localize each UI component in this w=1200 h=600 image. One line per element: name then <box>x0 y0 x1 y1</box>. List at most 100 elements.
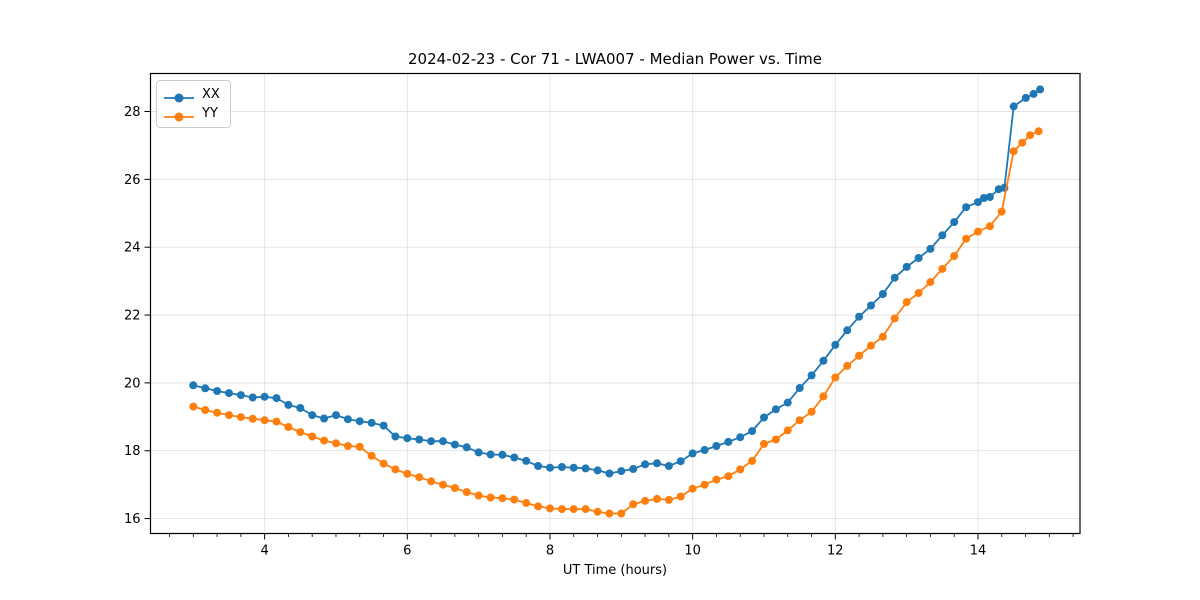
data-point-XX <box>403 434 412 443</box>
data-point-YY <box>332 439 340 448</box>
data-point-XX <box>1021 93 1030 102</box>
data-point-YY <box>843 361 852 370</box>
data-point-XX <box>593 466 602 475</box>
data-point-XX <box>236 391 245 400</box>
data-point-YY <box>712 475 721 484</box>
data-point-XX <box>439 437 447 446</box>
data-point-YY <box>236 413 245 422</box>
data-point-XX <box>1009 102 1018 111</box>
data-point-XX <box>760 413 768 422</box>
data-point-XX <box>700 446 709 454</box>
data-point-XX <box>450 440 459 449</box>
data-point-YY <box>926 278 935 287</box>
data-point-XX <box>843 326 852 335</box>
data-point-XX <box>296 404 305 412</box>
data-point-XX <box>510 453 519 462</box>
data-point-YY <box>641 496 650 505</box>
x-tick-label: 10 <box>684 544 701 559</box>
series-YY-line <box>193 130 1039 515</box>
legend-line-marker-icon <box>164 108 194 121</box>
data-point-XX <box>367 418 376 427</box>
data-point-XX <box>462 443 471 452</box>
data-point-YY <box>593 507 602 516</box>
data-point-YY <box>962 234 971 243</box>
data-point-XX <box>641 460 650 469</box>
data-point-XX <box>534 462 543 470</box>
data-point-XX <box>890 273 899 282</box>
data-point-XX <box>688 449 697 458</box>
data-point-YY <box>878 332 887 341</box>
data-point-YY <box>355 442 364 451</box>
data-point-XX <box>771 405 780 414</box>
data-point-XX <box>272 394 281 403</box>
data-point-XX <box>974 198 982 207</box>
data-point-YY <box>486 493 495 502</box>
data-point-YY <box>272 417 281 426</box>
data-point-XX <box>819 356 828 365</box>
series-XX-markers <box>189 85 1045 478</box>
data-point-YY <box>700 480 709 489</box>
legend-entry-YY: YY <box>164 104 220 123</box>
data-point-XX <box>629 465 638 473</box>
data-point-YY <box>427 477 436 486</box>
data-point-XX <box>581 464 590 473</box>
data-point-YY <box>1034 127 1043 136</box>
x-tick-label: 12 <box>827 544 844 559</box>
data-point-XX <box>783 398 792 407</box>
y-tick-label: 28 <box>124 105 141 120</box>
data-point-XX <box>391 432 400 441</box>
legend-label: XX <box>202 87 220 102</box>
data-point-YY <box>534 502 543 511</box>
data-point-XX <box>712 442 721 450</box>
data-point-YY <box>831 373 840 382</box>
legend-label: YY <box>202 106 218 121</box>
data-point-XX <box>807 371 816 380</box>
legend: XX YY <box>156 80 231 128</box>
data-point-XX <box>748 427 757 436</box>
legend-line-marker-icon <box>164 89 194 102</box>
data-point-YY <box>676 492 685 501</box>
x-tick-label: 8 <box>546 544 554 559</box>
data-point-YY <box>391 465 400 474</box>
data-point-YY <box>569 505 578 514</box>
data-point-XX <box>795 384 804 392</box>
data-point-YY <box>653 494 661 503</box>
data-point-YY <box>771 435 780 444</box>
plot-border <box>149 72 1081 535</box>
data-point-YY <box>546 504 554 513</box>
data-point-XX <box>260 392 269 401</box>
data-point-XX <box>950 218 959 227</box>
data-point-XX <box>498 450 507 459</box>
data-point-XX <box>653 459 661 468</box>
data-point-YY <box>367 451 376 460</box>
data-point-YY <box>450 484 459 492</box>
data-point-XX <box>962 203 971 212</box>
data-point-XX <box>320 414 329 423</box>
data-point-XX <box>308 411 317 420</box>
data-point-XX <box>736 433 745 442</box>
data-point-YY <box>997 207 1006 216</box>
data-point-XX <box>546 463 554 472</box>
data-point-XX <box>985 193 994 201</box>
data-point-YY <box>284 423 293 431</box>
data-point-YY <box>439 480 447 489</box>
data-point-XX <box>724 437 733 446</box>
data-point-YY <box>617 509 626 518</box>
data-point-YY <box>867 341 875 350</box>
data-point-YY <box>819 392 828 401</box>
data-point-YY <box>260 416 269 425</box>
data-point-YY <box>974 227 982 236</box>
data-point-XX <box>1036 85 1045 94</box>
data-point-YY <box>498 494 507 503</box>
data-point-YY <box>688 484 697 493</box>
chart-title: 2024-02-23 - Cor 71 - LWA007 - Median Po… <box>408 50 822 68</box>
data-point-XX <box>878 290 887 298</box>
y-tick-label: 24 <box>124 241 141 256</box>
data-point-XX <box>979 194 988 202</box>
data-point-XX <box>474 448 483 457</box>
data-point-XX <box>189 381 198 390</box>
data-point-XX <box>427 437 436 446</box>
data-point-YY <box>748 456 757 465</box>
data-point-YY <box>1009 147 1018 156</box>
